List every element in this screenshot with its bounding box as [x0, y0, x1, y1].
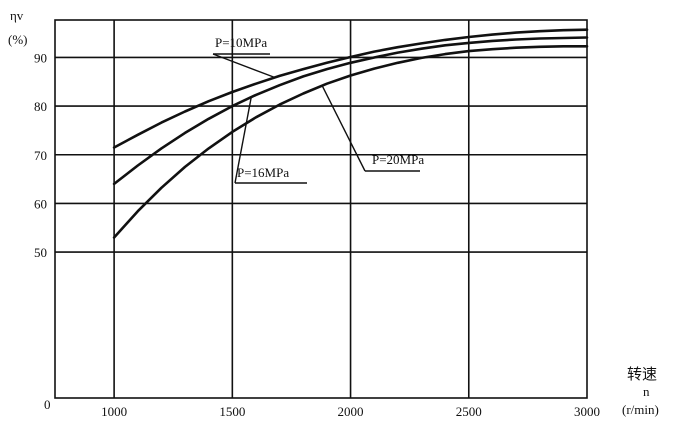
y-tick-label: 60 [34, 196, 47, 211]
series-labels: P=10MPa P=16MPa P=20MPa [212, 35, 424, 184]
label-leader-line [212, 53, 276, 79]
label-leader-line [321, 85, 366, 172]
y-tick-label: 50 [34, 245, 47, 260]
y-tick-label: 70 [34, 148, 47, 163]
series-label: P=20MPa [372, 152, 424, 167]
y-tick-label: 90 [34, 50, 47, 65]
plot-frame [54, 19, 588, 399]
x-tick-label: 1500 [219, 404, 245, 419]
grid [55, 20, 587, 398]
x-tick-label: 2000 [338, 404, 364, 419]
x-axis-title: 转速 [627, 366, 657, 383]
series-line [112, 28, 589, 149]
x-tick-label: 2500 [456, 404, 482, 419]
series-lines [112, 28, 589, 239]
y-tick-label: 80 [34, 99, 47, 114]
series-label: P=10MPa [215, 35, 267, 50]
series-line [112, 44, 589, 239]
label-leader-line [234, 97, 252, 184]
y-axis-unit: (%) [8, 32, 28, 47]
y-axis-title: ηv [10, 8, 24, 23]
x-tick-label: 1000 [101, 404, 127, 419]
tick-labels: 1000 1500 2000 2500 3000 50 60 70 80 90 [34, 50, 600, 419]
series-label: P=16MPa [237, 165, 289, 180]
origin-label: 0 [44, 397, 51, 412]
series-line [112, 36, 589, 186]
x-axis-symbol: n [643, 384, 650, 399]
x-tick-label: 3000 [574, 404, 600, 419]
x-axis-unit: (r/min) [622, 402, 659, 417]
